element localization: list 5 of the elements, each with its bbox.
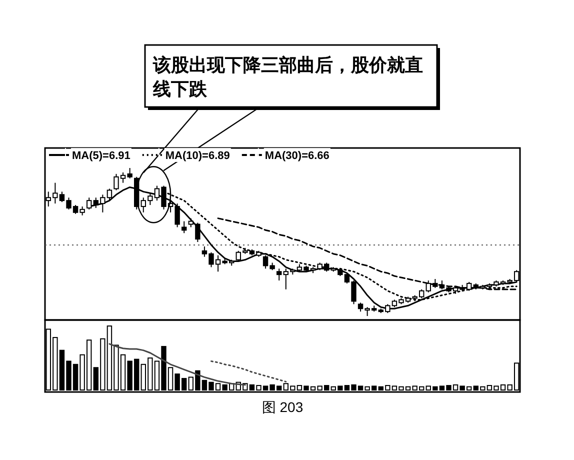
legend-label: MA(10)=6.89: [165, 150, 230, 162]
legend-label: MA(5)=6.91: [72, 150, 130, 162]
caption: 图 203: [262, 399, 304, 415]
legend-label: MA(30)=6.66: [264, 150, 330, 162]
text: 该股出现下降三部曲后，股价就直线下跌: [153, 55, 423, 99]
